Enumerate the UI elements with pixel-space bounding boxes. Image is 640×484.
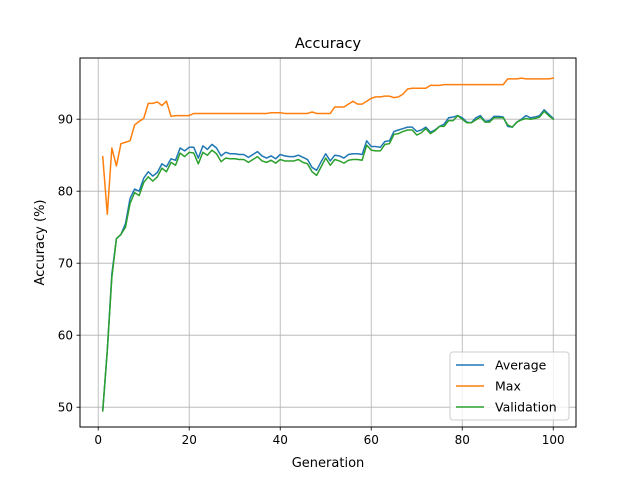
y-tick-label: 70 [58,257,73,271]
x-tick-label: 60 [364,433,379,447]
series-line-average [101,109,555,412]
legend-label-average: Average [495,358,547,373]
y-axis-label: Accuracy (%) [33,200,48,286]
tick-layer: 0 20 40 60 80 100 50 60 70 80 90 [58,113,565,447]
y-tick-label: 80 [58,185,73,199]
y-tick-label: 90 [58,113,73,127]
legend-box [449,351,570,421]
legend-label-validation: Validation [495,400,557,415]
legend-label-max: Max [495,379,521,394]
x-axis-label: Generation [292,456,365,471]
plot-frame [79,57,577,428]
y-tick-label: 50 [58,401,73,415]
chart-title: Accuracy [295,36,362,52]
x-tick-label: 0 [94,433,102,447]
legend-entries: Average Max Validation [456,358,557,415]
x-tick-label: 80 [455,433,470,447]
legend: Average Max Validation [449,351,570,421]
y-tick-label: 60 [58,329,73,343]
x-tick-label: 40 [273,433,288,447]
series-line-max [101,77,555,215]
series-line-validation [101,110,555,412]
x-tick-label: 100 [542,433,565,447]
series-layer [101,77,555,412]
x-tick-label: 20 [182,433,197,447]
